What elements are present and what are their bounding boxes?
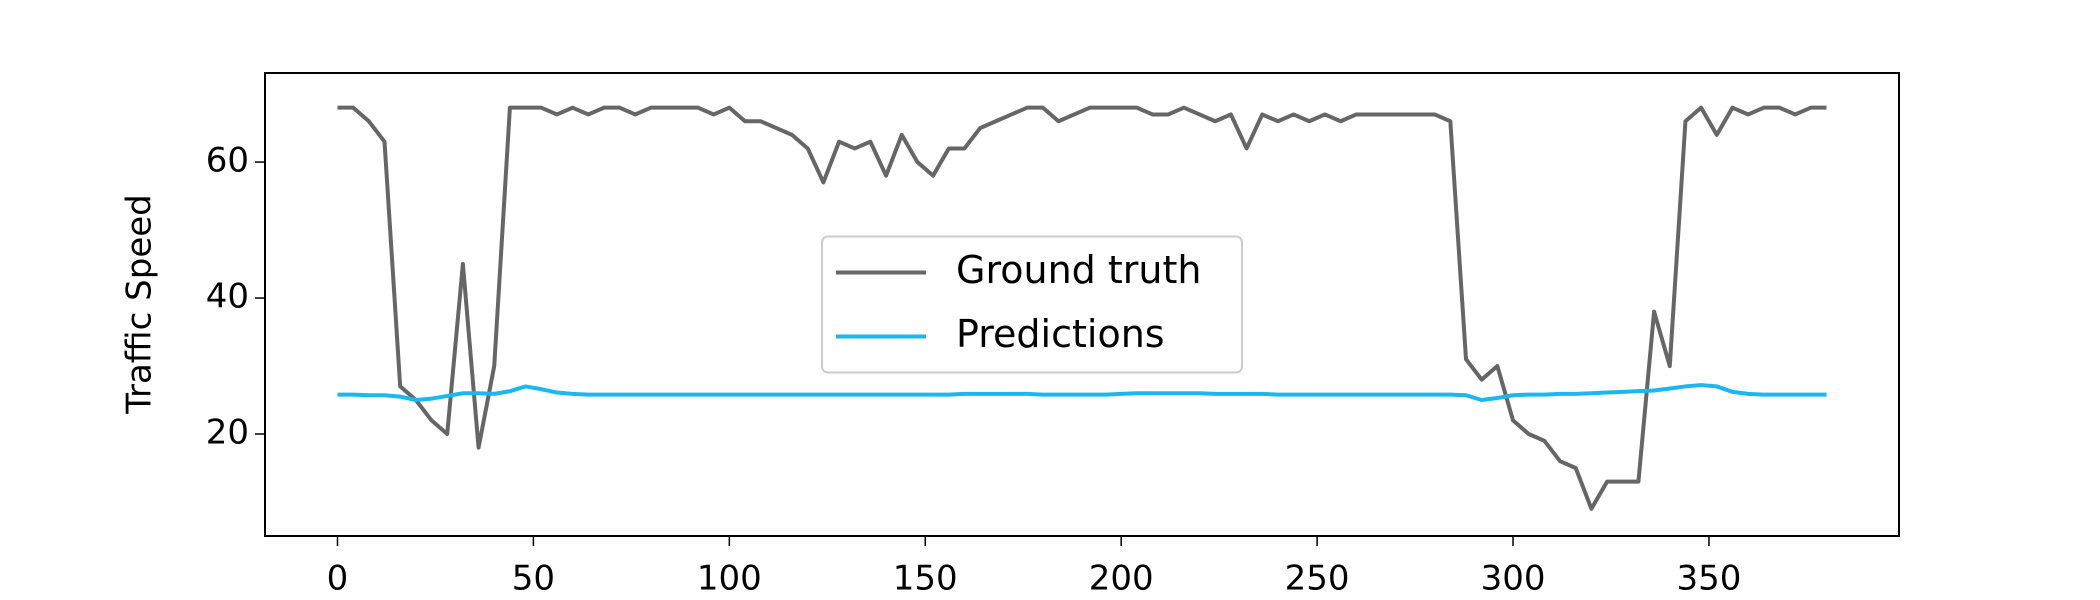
y-tick-label: 60: [206, 141, 249, 181]
y-axis-label: Traffic Speed: [120, 194, 160, 415]
y-tick-label: 40: [206, 277, 249, 317]
plot-frame: [264, 72, 1900, 537]
y-tick-label: 20: [206, 413, 249, 453]
x-tick-label: 250: [1285, 559, 1350, 599]
legend-label: Predictions: [956, 312, 1165, 356]
series-line: [337, 383, 1827, 403]
x-tick-label: 200: [1089, 559, 1154, 599]
x-tick-label: 100: [697, 559, 762, 599]
x-tick-label: 150: [893, 559, 958, 599]
x-tick-label: 300: [1481, 559, 1546, 599]
x-tick-label: 0: [327, 559, 349, 599]
x-tick-label: 50: [512, 559, 555, 599]
legend-label: Ground truth: [956, 248, 1201, 292]
legend: Ground truth Predictions: [821, 235, 1243, 374]
x-tick-label: 350: [1677, 559, 1742, 599]
series-line: [337, 105, 1827, 511]
legend-box: [821, 235, 1243, 374]
